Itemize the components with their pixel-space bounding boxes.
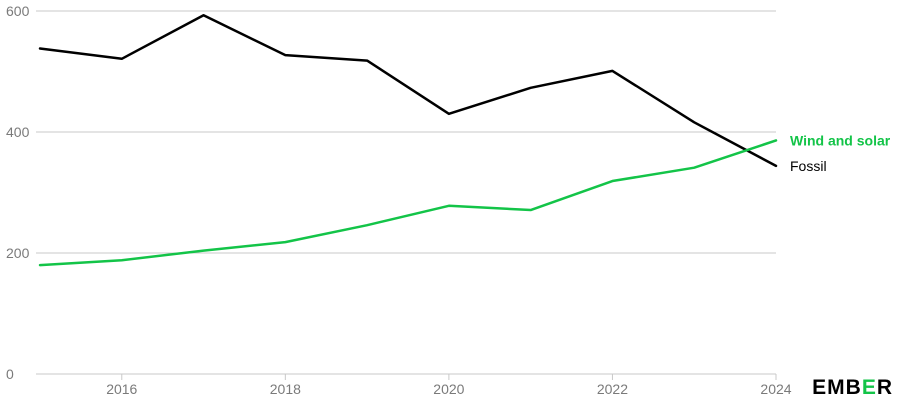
x-tick-label: 2016	[106, 381, 137, 397]
series-line-fossil	[38, 13, 778, 168]
logo-letter: R	[877, 376, 893, 399]
grid	[36, 10, 776, 375]
y-tick-label: 200	[6, 245, 30, 261]
series-lines	[38, 13, 778, 267]
series-label-fossil: Fossil	[790, 158, 827, 174]
y-tick-label: 0	[6, 366, 14, 382]
y-axis: 0 200 400 600	[6, 3, 30, 382]
logo-letter: E	[862, 376, 877, 399]
logo-letter: B	[846, 376, 862, 399]
x-tick-label: 2020	[433, 381, 464, 397]
ember-logo-text: EMBER	[812, 376, 893, 399]
ember-logo: EMBER	[812, 376, 893, 399]
x-tick-label: 2022	[597, 381, 628, 397]
series-line-wind-and-solar	[38, 139, 778, 267]
logo-letter: M	[827, 376, 846, 399]
x-axis: 2016 2018 2020 2022 2024	[106, 374, 792, 397]
logo-letter: E	[812, 376, 827, 399]
x-tick-label: 2018	[270, 381, 301, 397]
x-tick-label: 2024	[760, 381, 791, 397]
y-tick-label: 400	[6, 124, 30, 140]
series-label-wind-and-solar: Wind and solar	[790, 132, 891, 148]
series-labels: Fossil Wind and solar	[790, 132, 891, 173]
y-tick-label: 600	[6, 3, 30, 19]
